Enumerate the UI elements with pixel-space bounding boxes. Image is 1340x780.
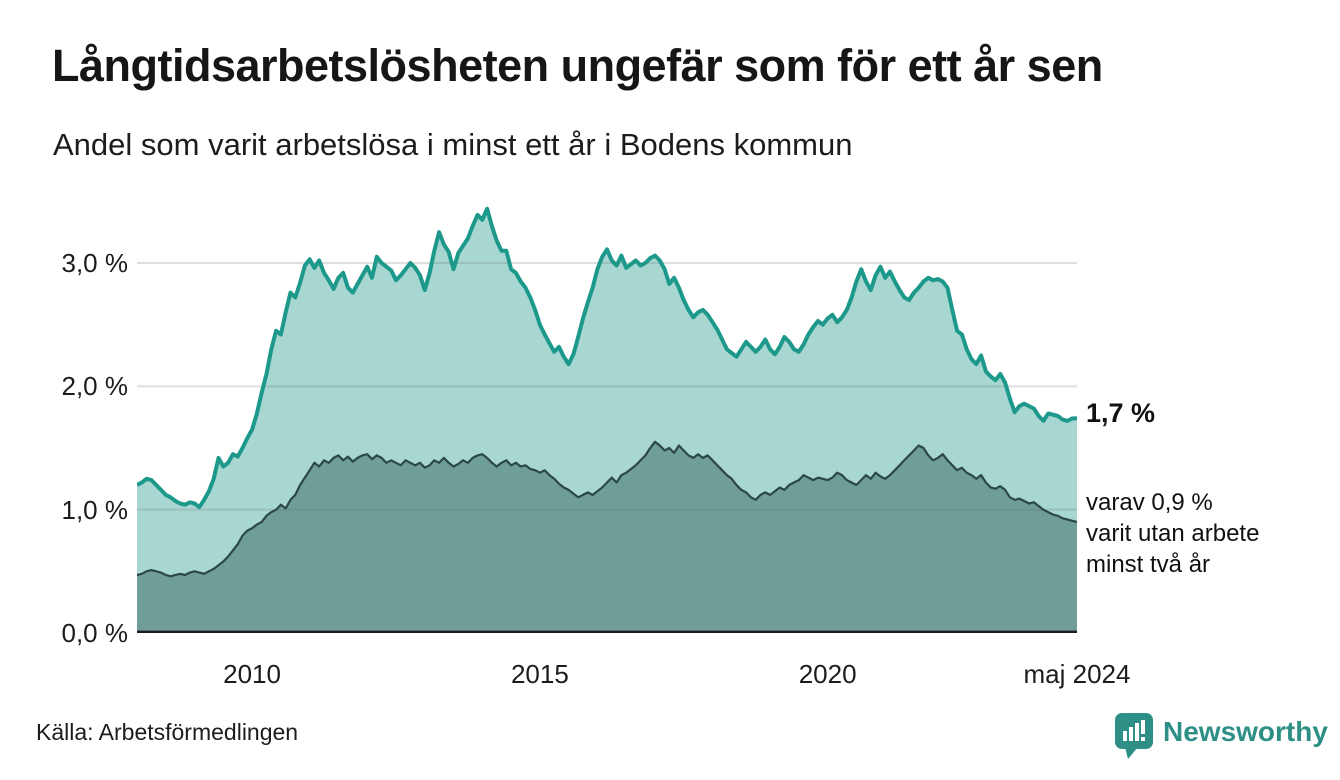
annotation-line: minst två år [1086,551,1211,578]
y-tick-label: 3,0 % [61,248,129,278]
newsworthy-icon [1115,713,1153,759]
series-total-line [137,206,1077,510]
series-two-year-line [137,440,1077,578]
secondary-value-annotation: varav 0,9 % varit utan arbete minst två … [1086,487,1259,580]
area-chart [137,206,1077,633]
page-title: Långtidsarbetslösheten ungefär som för e… [52,40,1103,91]
x-tick-label: maj 2024 [1023,659,1131,689]
brand-name: Newsworthy [1163,716,1328,747]
x-tick-label: 2020 [798,659,857,689]
latest-value-annotation: 1,7 % [1086,398,1156,428]
brand-logo: Newsworthy [1114,712,1328,760]
plot-area [137,195,1077,633]
page-subtitle: Andel som varit arbetslösa i minst ett å… [53,127,853,162]
y-tick-label: 2,0 % [61,371,129,401]
annotation-line: varit utan arbete [1086,520,1260,547]
source-note: Källa: Arbetsförmedlingen [36,719,299,745]
x-tick-label: 2015 [510,659,569,689]
y-tick-label: 1,0 % [61,495,129,525]
x-tick-label: 2010 [223,659,281,689]
annotation-line: varav 0,9 % [1086,489,1213,516]
series-two-year-area [137,441,1077,633]
y-tick-label: 0,0 % [61,618,129,648]
